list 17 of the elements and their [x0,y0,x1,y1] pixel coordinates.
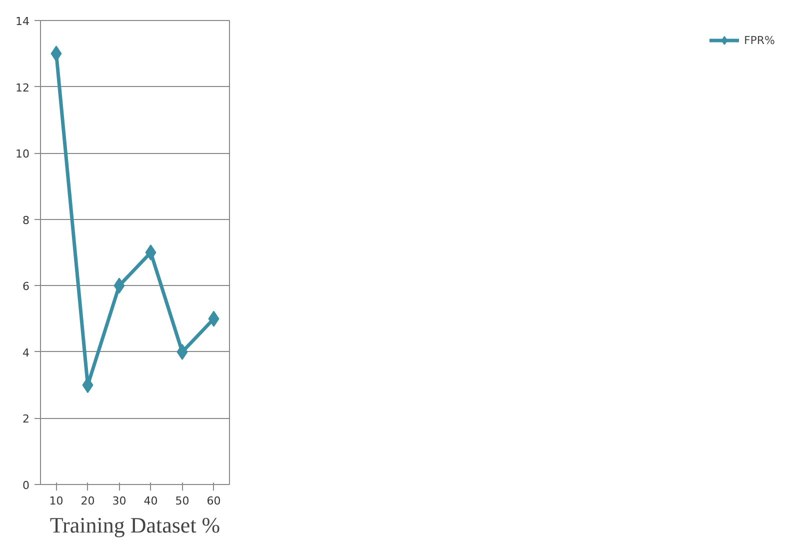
x-tick-label: 40 [144,494,158,508]
x-tick-label: 20 [80,494,95,508]
y-tick-label: 12 [16,81,30,94]
y-tick-label: 6 [22,280,30,294]
y-tick-label: 8 [22,214,30,227]
x-axis-title: Training Dataset % [50,512,220,538]
x-tick-label: 50 [175,494,190,508]
y-tick-label: 14 [16,15,30,28]
y-tick-label: 2 [22,412,30,426]
x-tick-label: 60 [206,494,221,508]
y-tick-label: 4 [22,346,30,360]
y-tick-label: 0 [22,479,30,492]
point [145,244,156,260]
x-tick-label: 10 [49,494,64,508]
x-tick-label: 30 [112,494,126,508]
y-tick-label: 10 [16,148,30,161]
legend-label: FPR% [744,34,775,46]
